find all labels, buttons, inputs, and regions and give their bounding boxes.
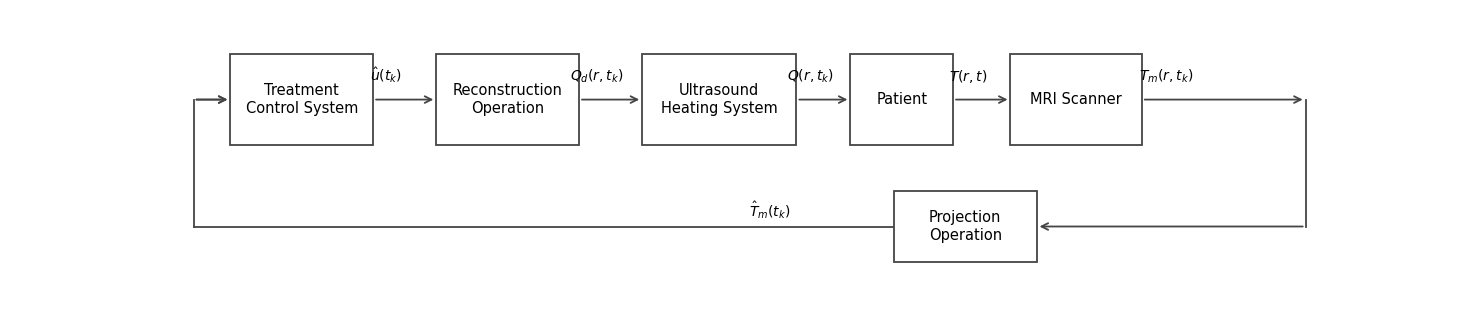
Text: $\hat{u}(t_k)$: $\hat{u}(t_k)$ [370,66,401,85]
FancyBboxPatch shape [230,54,373,145]
Text: $Q_d(r,t_k)$: $Q_d(r,t_k)$ [570,68,623,85]
FancyBboxPatch shape [437,54,579,145]
Text: Projection
Operation: Projection Operation [928,210,1002,243]
Text: Patient: Patient [877,92,927,107]
Text: $Q(r,t_k)$: $Q(r,t_k)$ [787,68,834,85]
Text: MRI Scanner: MRI Scanner [1030,92,1122,107]
FancyBboxPatch shape [850,54,953,145]
FancyBboxPatch shape [642,54,797,145]
Text: $T_m(r,t_k)$: $T_m(r,t_k)$ [1138,68,1193,85]
Text: Ultrasound
Heating System: Ultrasound Heating System [661,83,778,116]
Text: Reconstruction
Operation: Reconstruction Operation [453,83,562,116]
Text: $\hat{T}_m(t_k)$: $\hat{T}_m(t_k)$ [750,199,791,220]
FancyBboxPatch shape [1011,54,1142,145]
FancyBboxPatch shape [894,191,1036,262]
Text: Treatment
Control System: Treatment Control System [245,83,359,116]
Text: $T(r,t)$: $T(r,t)$ [949,68,987,85]
